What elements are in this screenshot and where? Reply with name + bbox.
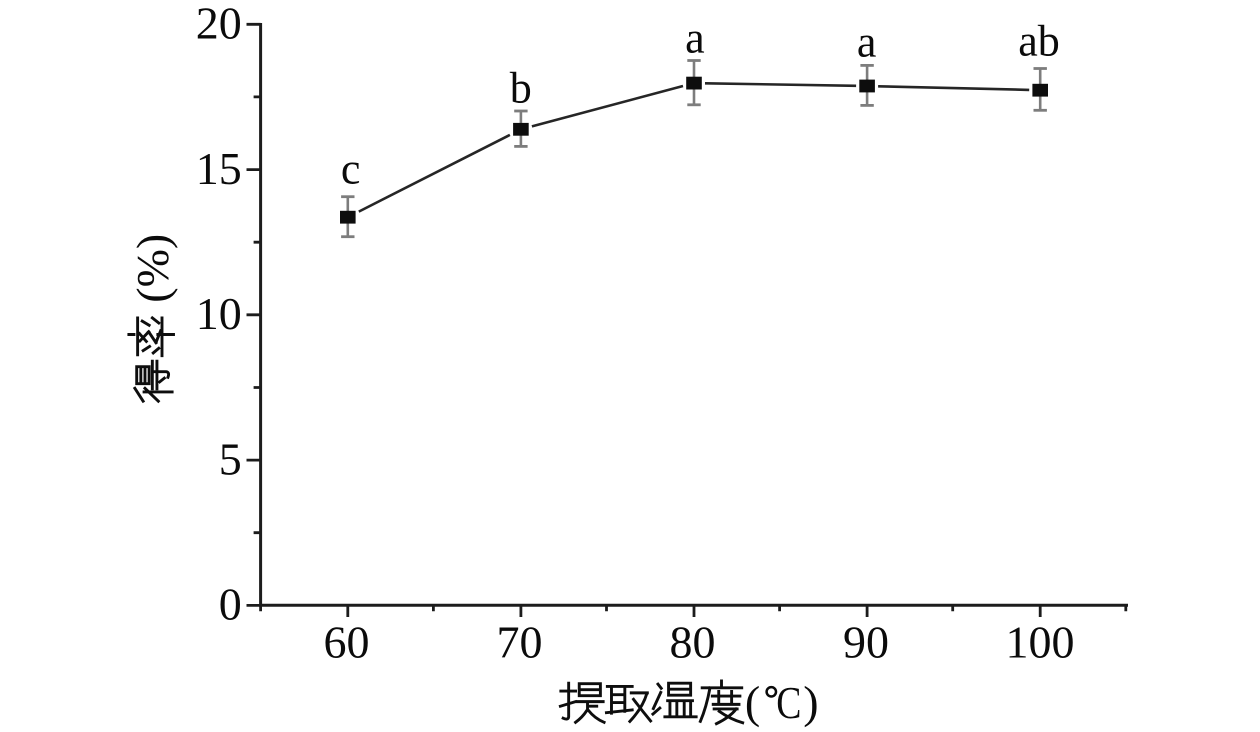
svg-text:): ) (803, 677, 818, 728)
svg-text:10: 10 (196, 288, 242, 339)
svg-text:70: 70 (497, 617, 543, 668)
svg-text:80: 80 (670, 617, 716, 668)
svg-text:(%): (%) (127, 234, 178, 303)
svg-text:15: 15 (196, 143, 242, 194)
svg-text:a: a (685, 13, 705, 62)
svg-text:100: 100 (1006, 617, 1075, 668)
svg-text:20: 20 (196, 0, 242, 49)
svg-text:ab: ab (1018, 17, 1060, 66)
svg-text:(: ( (745, 677, 760, 728)
svg-text:60: 60 (324, 617, 370, 668)
svg-text:5: 5 (219, 433, 242, 484)
svg-text:c: c (341, 145, 361, 194)
svg-text:b: b (510, 63, 532, 112)
svg-text:a: a (857, 18, 877, 67)
svg-text:C: C (776, 678, 801, 728)
svg-text:90: 90 (843, 617, 889, 668)
svg-text:0: 0 (219, 579, 242, 630)
